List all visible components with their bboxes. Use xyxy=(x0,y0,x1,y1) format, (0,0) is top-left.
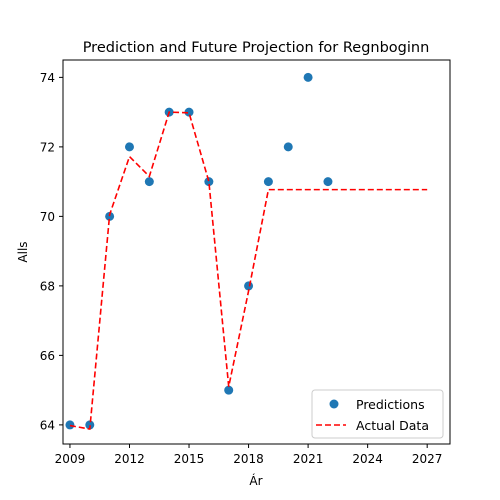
x-axis: 2009 2012 2015 2018 2021 2024 2027 xyxy=(55,444,443,466)
prediction-point xyxy=(124,142,134,152)
legend-box xyxy=(311,389,444,439)
prediction-point xyxy=(85,420,95,430)
x-tick-label: 2027 xyxy=(412,452,443,466)
x-tick-label: 2012 xyxy=(114,452,145,466)
y-tick-label: 68 xyxy=(40,279,55,293)
y-tick-label: 66 xyxy=(40,349,55,363)
plot-frame xyxy=(62,59,451,445)
prediction-point xyxy=(303,72,313,82)
prediction-point xyxy=(244,281,254,291)
y-tick-label: 72 xyxy=(40,140,55,154)
x-tick-label: 2018 xyxy=(233,452,264,466)
legend-marker-predictions xyxy=(329,399,339,409)
prediction-point xyxy=(184,107,194,117)
x-tick-label: 2009 xyxy=(55,452,86,466)
prediction-point xyxy=(144,177,154,187)
actual-data-line xyxy=(69,111,428,430)
legend: Predictions Actual Data xyxy=(311,389,444,439)
prediction-point xyxy=(283,142,293,152)
prediction-point xyxy=(224,385,234,395)
prediction-point xyxy=(323,177,333,187)
x-tick-label: 2015 xyxy=(174,452,205,466)
chart-title: Prediction and Future Projection for Reg… xyxy=(83,40,430,56)
prediction-point xyxy=(204,177,214,187)
y-axis: 64 66 68 70 72 74 xyxy=(40,71,63,432)
prediction-point xyxy=(65,420,75,430)
y-tick-label: 74 xyxy=(40,71,55,85)
x-axis-label: Ár xyxy=(249,473,262,488)
prediction-point xyxy=(105,211,115,221)
prediction-point xyxy=(263,177,273,187)
y-axis-label: Alls xyxy=(16,241,30,262)
y-tick-label: 64 xyxy=(40,418,55,432)
x-tick-label: 2024 xyxy=(352,452,383,466)
legend-label-predictions: Predictions xyxy=(356,397,425,412)
x-tick-label: 2021 xyxy=(293,452,324,466)
legend-label-actual-data: Actual Data xyxy=(356,418,429,433)
y-tick-label: 70 xyxy=(40,210,55,224)
plot-area xyxy=(65,72,428,430)
